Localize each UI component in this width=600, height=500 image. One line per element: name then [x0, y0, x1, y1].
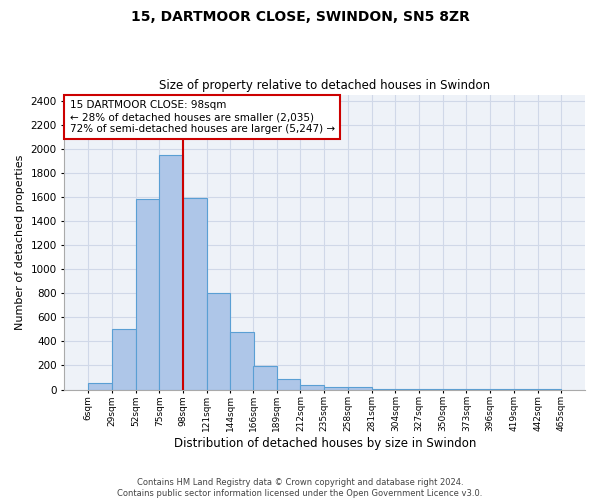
Y-axis label: Number of detached properties: Number of detached properties [15, 154, 25, 330]
Bar [301, 386, 324, 390]
Bar [112, 330, 136, 390]
Bar [206, 293, 230, 390]
Text: Contains HM Land Registry data © Crown copyright and database right 2024.
Contai: Contains HM Land Registry data © Crown c… [118, 478, 482, 498]
X-axis label: Distribution of detached houses by size in Swindon: Distribution of detached houses by size … [173, 437, 476, 450]
Bar [159, 155, 183, 390]
Bar [183, 198, 206, 390]
Text: 15 DARTMOOR CLOSE: 98sqm
← 28% of detached houses are smaller (2,035)
72% of sem: 15 DARTMOOR CLOSE: 98sqm ← 28% of detach… [70, 100, 335, 134]
Bar [253, 366, 277, 390]
Bar [466, 389, 490, 390]
Bar [348, 387, 371, 390]
Bar [277, 378, 301, 390]
Bar [395, 389, 419, 390]
Bar [371, 389, 395, 390]
Bar [538, 389, 562, 390]
Bar [88, 383, 112, 390]
Text: 15, DARTMOOR CLOSE, SWINDON, SN5 8ZR: 15, DARTMOOR CLOSE, SWINDON, SN5 8ZR [131, 10, 469, 24]
Bar [514, 389, 538, 390]
Bar [443, 389, 466, 390]
Bar [324, 386, 348, 390]
Bar [136, 200, 159, 390]
Bar [490, 389, 514, 390]
Bar [419, 389, 443, 390]
Title: Size of property relative to detached houses in Swindon: Size of property relative to detached ho… [159, 79, 490, 92]
Bar [230, 332, 254, 390]
